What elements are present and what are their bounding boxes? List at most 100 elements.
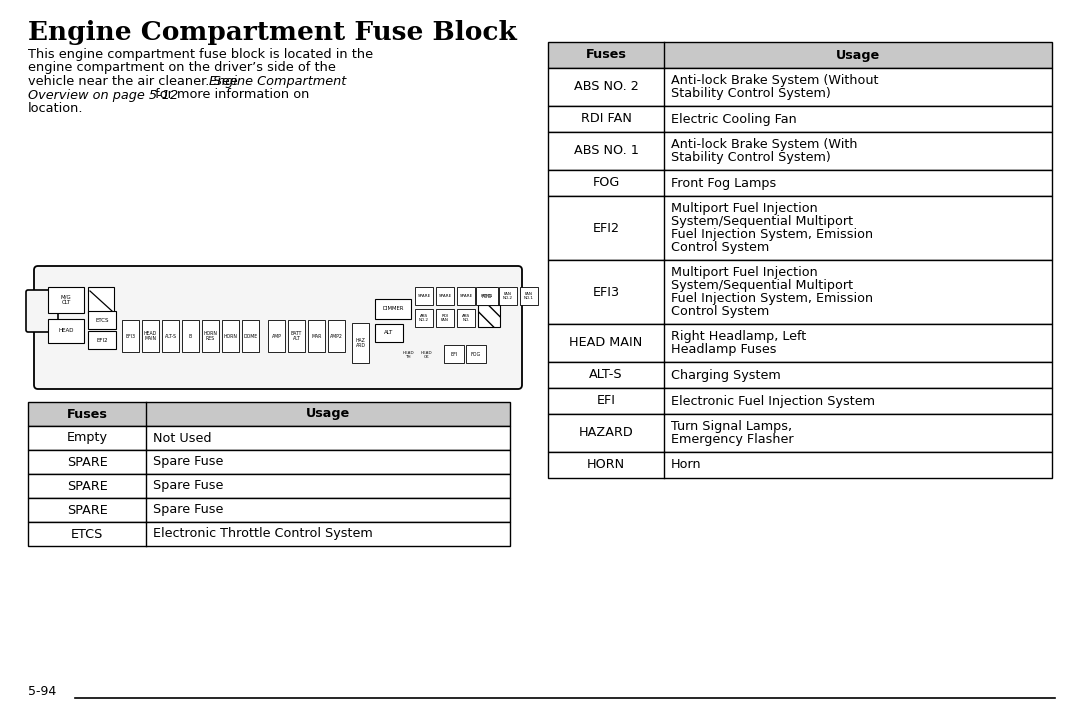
Bar	[202, 320, 219, 352]
Text: FAN
NO.2: FAN NO.2	[503, 292, 513, 300]
Bar	[436, 287, 454, 305]
Text: EFI3: EFI3	[593, 286, 620, 299]
Text: HEAD
TH: HEAD TH	[402, 351, 414, 359]
Bar	[444, 345, 464, 363]
Text: Empty: Empty	[67, 431, 108, 444]
Bar	[375, 324, 403, 342]
Text: MAR: MAR	[311, 333, 322, 338]
Text: FAN
NO.1: FAN NO.1	[524, 292, 534, 300]
Text: Spare Fuse: Spare Fuse	[153, 456, 224, 469]
Bar	[519, 287, 538, 305]
Text: Stability Control System): Stability Control System)	[671, 87, 831, 100]
Text: Fuel Injection System, Emission: Fuel Injection System, Emission	[671, 292, 873, 305]
Bar	[48, 287, 84, 313]
Text: ABS NO. 1: ABS NO. 1	[573, 145, 638, 158]
Text: HAZARD: HAZARD	[579, 426, 633, 439]
Text: Electronic Fuel Injection System: Electronic Fuel Injection System	[671, 395, 875, 408]
Text: Anti-lock Brake System (With: Anti-lock Brake System (With	[671, 138, 858, 151]
Text: EFI: EFI	[450, 351, 458, 356]
Text: ABS
NO.: ABS NO.	[462, 314, 470, 323]
Text: Control System: Control System	[671, 305, 769, 318]
Text: vehicle near the air cleaner. See: vehicle near the air cleaner. See	[28, 75, 242, 88]
Bar	[28, 402, 510, 426]
Text: Spare Fuse: Spare Fuse	[153, 480, 224, 492]
Text: SPARE: SPARE	[459, 294, 473, 298]
Bar	[268, 320, 285, 352]
Bar	[222, 320, 239, 352]
Text: ABS
NO.2: ABS NO.2	[419, 314, 429, 323]
Text: Usage: Usage	[836, 48, 880, 61]
Text: SPARE: SPARE	[438, 294, 451, 298]
Text: ABS NO. 2: ABS NO. 2	[573, 81, 638, 94]
Text: ALT-S: ALT-S	[590, 369, 623, 382]
Text: Fuses: Fuses	[585, 48, 626, 61]
Text: location.: location.	[28, 102, 83, 115]
Text: HEAD
CK: HEAD CK	[420, 351, 432, 359]
Text: EFI3: EFI3	[125, 333, 135, 338]
Bar	[183, 320, 199, 352]
Text: HEAD MAIN: HEAD MAIN	[569, 336, 643, 349]
Text: Anti-lock Brake System (Without: Anti-lock Brake System (Without	[671, 74, 878, 87]
Text: Not Used: Not Used	[153, 431, 212, 444]
Bar	[141, 320, 159, 352]
Text: HEAD
MAIN: HEAD MAIN	[144, 330, 157, 341]
Bar	[288, 320, 305, 352]
Bar	[162, 320, 179, 352]
Bar	[436, 309, 454, 327]
Text: Turn Signal Lamps,: Turn Signal Lamps,	[671, 420, 792, 433]
Bar	[28, 426, 510, 450]
Text: Front Fog Lamps: Front Fog Lamps	[671, 176, 777, 189]
Bar	[548, 388, 1052, 414]
Bar	[476, 287, 498, 305]
FancyBboxPatch shape	[33, 266, 522, 389]
Text: ALT-S: ALT-S	[164, 333, 176, 338]
Text: Horn: Horn	[671, 459, 702, 472]
Text: HORN: HORN	[481, 294, 494, 298]
Bar	[548, 362, 1052, 388]
Text: Control System: Control System	[671, 241, 769, 254]
Text: Electric Cooling Fan: Electric Cooling Fan	[671, 112, 797, 125]
Text: This engine compartment fuse block is located in the: This engine compartment fuse block is lo…	[28, 48, 373, 61]
Text: B: B	[189, 333, 192, 338]
Text: HAZ
ARD: HAZ ARD	[355, 338, 365, 348]
Text: ALT: ALT	[384, 330, 393, 336]
Text: ETCS: ETCS	[71, 528, 104, 541]
Text: HORN: HORN	[224, 333, 238, 338]
Bar	[28, 450, 510, 474]
Text: RDI
FAN: RDI FAN	[441, 314, 449, 323]
Bar	[87, 311, 116, 329]
Bar	[465, 345, 486, 363]
Text: DOME: DOME	[243, 333, 258, 338]
Bar	[478, 305, 500, 327]
Bar	[48, 319, 84, 343]
Text: HORN
RES: HORN RES	[203, 330, 217, 341]
Bar	[415, 287, 433, 305]
Text: Multiport Fuel Injection: Multiport Fuel Injection	[671, 266, 818, 279]
Text: SPARE: SPARE	[67, 456, 107, 469]
Bar	[415, 309, 433, 327]
Text: RDI FAN: RDI FAN	[581, 112, 632, 125]
Text: BATT
ALT: BATT ALT	[291, 330, 302, 341]
Text: Usage: Usage	[306, 408, 350, 420]
Text: Spare Fuse: Spare Fuse	[153, 503, 224, 516]
Text: Fuel Injection System, Emission: Fuel Injection System, Emission	[671, 228, 873, 241]
Text: FOG: FOG	[482, 294, 492, 299]
Bar	[28, 474, 510, 498]
Bar	[352, 323, 369, 363]
Bar	[457, 309, 475, 327]
Text: FOG: FOG	[592, 176, 620, 189]
Text: Charging System: Charging System	[671, 369, 781, 382]
Text: Stability Control System): Stability Control System)	[671, 151, 831, 164]
Bar	[548, 196, 1052, 260]
Bar	[87, 287, 114, 313]
Bar	[548, 106, 1052, 132]
Text: Emergency Flasher: Emergency Flasher	[671, 433, 794, 446]
Text: ETCS: ETCS	[95, 318, 109, 323]
Bar	[548, 324, 1052, 362]
Text: engine compartment on the driver’s side of the: engine compartment on the driver’s side …	[28, 61, 336, 74]
Bar	[457, 287, 475, 305]
Text: System/Sequential Multiport: System/Sequential Multiport	[671, 215, 853, 228]
FancyBboxPatch shape	[26, 290, 58, 332]
Text: M/G
CLT: M/G CLT	[60, 294, 71, 305]
Text: 5-94: 5-94	[28, 685, 56, 698]
